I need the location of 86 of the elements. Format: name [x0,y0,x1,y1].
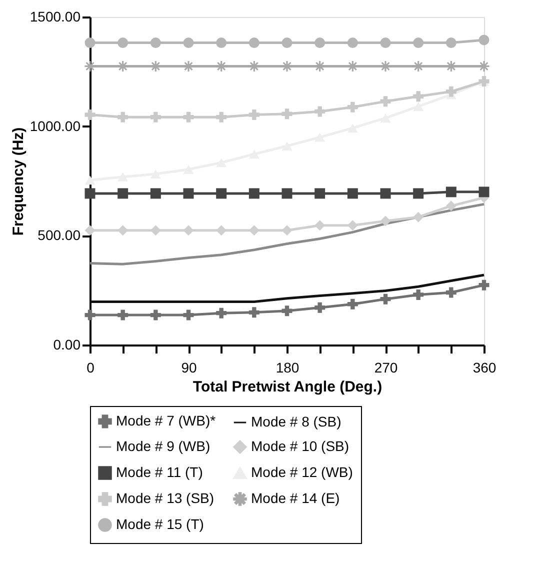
x-tick-label: 270 [374,360,398,376]
point [118,188,128,199]
x-tick-label: 0 [86,360,95,376]
point [314,38,326,48]
x-tick-label: 90 [181,360,197,376]
point [347,188,358,199]
legend-label: Mode # 7 (WB)* [116,412,216,428]
point [446,38,456,48]
y-tick-label: 1000.00 [30,118,81,134]
y-axis-title: Frequency (Hz) [10,127,27,236]
point [84,310,96,320]
point [216,188,227,199]
point [446,186,456,198]
point [380,38,391,48]
point [413,212,424,222]
point [118,310,128,320]
point [478,34,490,46]
point [282,188,292,199]
legend-label: Mode # 9 (WB) [116,438,210,454]
point [446,86,456,97]
x-axis-title: Total Pretwist Angle (Deg.) [192,378,382,396]
legend-label: Mode # 11 (T) [116,464,203,480]
point [248,307,260,318]
point [314,188,326,199]
point [118,225,128,236]
point [478,280,490,290]
y-tick-label: 1500.00 [30,8,81,24]
point [183,188,194,199]
point [478,186,490,198]
point [118,38,128,48]
point [183,38,194,48]
point [118,112,128,122]
point [446,200,456,212]
point [84,188,96,199]
point [150,38,161,48]
point [183,112,194,122]
point [150,188,161,199]
point [314,106,326,117]
point [248,38,260,48]
point [216,112,227,122]
point [380,294,391,304]
point [314,220,326,231]
point [282,38,292,48]
y-tick-label: 500.00 [38,227,81,244]
point [216,308,227,318]
point [150,225,161,236]
legend-label: Mode # 8 (SB) [251,414,342,430]
point [150,310,161,320]
point [248,188,260,199]
point [380,96,391,107]
point [282,225,292,236]
legend-label: Mode # 10 (SB) [251,438,350,454]
legend-label: Mode # 12 (WB) [251,464,353,480]
x-tick-label: 360 [472,360,496,376]
point [347,38,358,48]
point [183,310,194,320]
point [347,102,358,112]
point [413,188,424,199]
legend-label: Mode # 13 (SB) [116,490,214,506]
line-series [88,274,486,303]
point [380,188,391,199]
point [216,38,227,48]
point [282,306,292,316]
point [248,110,260,120]
point [248,225,260,236]
legend-label: Mode # 15 (T) [116,516,204,532]
point [413,38,424,48]
point [183,225,194,236]
legend-label: Mode # 14 (E) [251,490,340,506]
point [84,176,96,185]
point [84,110,96,120]
point [84,225,96,236]
point [413,289,424,300]
point [347,298,358,310]
point [446,287,456,298]
x-tick-label: 180 [276,360,300,376]
point [216,225,227,236]
point [150,112,161,122]
y-tick-label: 0.00 [53,336,81,352]
point [314,302,326,313]
point [413,102,424,111]
point [84,38,96,48]
point [380,216,391,226]
point [413,91,424,102]
point [282,108,292,120]
point [347,220,358,231]
